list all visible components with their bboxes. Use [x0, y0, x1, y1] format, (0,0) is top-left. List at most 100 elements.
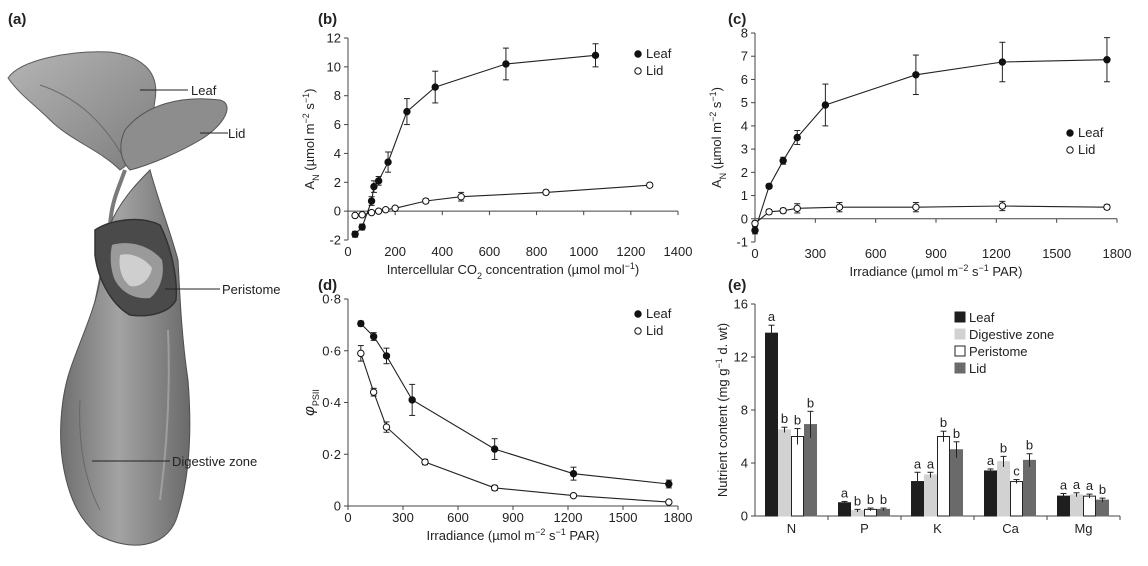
y-axis-label-text: (µmol m	[302, 124, 317, 175]
significance-letter: a	[914, 456, 922, 471]
panel-label-b: (b)	[318, 11, 337, 28]
significance-letter: b	[1026, 438, 1033, 453]
y-tick-label: 10	[327, 59, 341, 74]
y-axis-label-text: φ	[301, 406, 318, 416]
significance-letter: b	[1099, 482, 1106, 497]
x-tick-label: Mg	[1074, 521, 1092, 536]
x-axis-label-text: concentration (µmol mol	[482, 262, 625, 277]
y-tick-label: 8	[334, 88, 341, 103]
series-lid	[751, 200, 1111, 228]
x-tick-label: P	[860, 521, 869, 536]
data-point	[374, 207, 383, 215]
y-tick-label: 0·2	[322, 447, 341, 462]
significance-letter: b	[807, 395, 814, 410]
bar	[778, 429, 791, 517]
y-axis-label-sup: −2	[708, 112, 718, 122]
x-tick-label: 1500	[1042, 246, 1071, 261]
significance-letter: a	[1060, 477, 1068, 492]
data-point	[431, 83, 439, 91]
x-tick-label: 1000	[569, 244, 598, 259]
significance-letter: b	[781, 411, 788, 426]
series-line	[754, 205, 1107, 224]
panel-label-d: (d)	[318, 277, 337, 294]
y-axis-label-text: Nutrient content (mg g	[715, 369, 730, 498]
x-tick-label: 600	[479, 244, 501, 259]
x-axis-label-sup: −1	[625, 261, 635, 271]
x-tick-label: 1500	[609, 510, 638, 525]
y-axis-label-text: d. wt)	[715, 323, 730, 358]
x-tick-label: 300	[392, 510, 414, 525]
data-point	[490, 484, 499, 492]
bar	[984, 470, 997, 517]
y-axis-label-sup: −1	[714, 358, 724, 368]
x-tick-label: Ca	[1002, 521, 1019, 536]
data-point	[357, 319, 365, 328]
x-tick-label: N	[787, 521, 796, 536]
x-tick-label: 600	[447, 510, 469, 525]
y-axis-label-sup: −1	[301, 93, 311, 103]
annotation-lid: Lid	[228, 126, 245, 141]
y-axis-label-text: (µmol m	[709, 122, 724, 173]
data-point	[542, 188, 550, 197]
y-tick-label: 12	[734, 350, 748, 365]
y-tick-label: 16	[734, 297, 748, 312]
y-tick-label: 0	[334, 204, 341, 219]
significance-letter: a	[1073, 477, 1081, 492]
data-point	[408, 396, 416, 404]
y-tick-label: 4	[334, 146, 341, 161]
x-tick-label: K	[933, 521, 942, 536]
annotation-peristome: Peristome	[222, 282, 281, 297]
x-tick-label: 900	[502, 510, 524, 525]
data-point	[912, 71, 920, 79]
y-axis-label-sup: −1	[708, 91, 718, 101]
x-axis-label: Irradiance (µmol m−2 s−1 PAR)	[426, 527, 599, 543]
pitcher-photo: Leaf Lid Peristome Digestive zone	[7, 51, 281, 546]
x-axis-label-sup: −1	[556, 527, 566, 537]
legend-label: Peristome	[969, 344, 1028, 359]
data-point	[793, 204, 801, 213]
data-point	[1103, 56, 1111, 64]
y-tick-label: 4	[741, 118, 748, 133]
photo-annotation-digestive-zone: Digestive zone	[92, 454, 257, 469]
y-tick-label: 2	[334, 175, 341, 190]
legend-label: Lid	[1078, 142, 1095, 157]
data-point	[569, 469, 578, 478]
y-tick-label: 7	[741, 49, 748, 64]
legend-marker	[634, 67, 642, 75]
legend-label: Lid	[646, 63, 663, 78]
bar	[924, 474, 937, 517]
x-tick-label: 800	[526, 244, 548, 259]
legend-swatch	[954, 311, 966, 323]
legend-marker	[634, 327, 642, 335]
legend-swatch	[954, 362, 966, 374]
data-point	[357, 349, 365, 358]
y-tick-label: 6	[741, 72, 748, 87]
x-tick-label: 1200	[616, 244, 645, 259]
x-axis-label-text: PAR)	[989, 264, 1023, 279]
x-tick-label: 1200	[982, 246, 1011, 261]
data-point	[358, 211, 366, 219]
legend-label: Lid	[969, 361, 986, 376]
y-tick-label: 12	[327, 31, 341, 46]
data-point	[358, 223, 366, 231]
data-point	[367, 208, 376, 217]
x-axis-label-text: Irradiance (µmol m	[849, 264, 958, 279]
data-point	[751, 226, 759, 235]
data-point	[382, 423, 391, 431]
data-point	[369, 332, 378, 341]
y-tick-label: 0·4	[322, 395, 341, 410]
data-point	[369, 388, 378, 396]
data-point	[1103, 203, 1111, 211]
pitcher-lid-shape	[120, 98, 228, 171]
data-point	[351, 211, 359, 220]
legend-label: Digestive zone	[969, 327, 1054, 342]
legend-label: Lid	[646, 323, 663, 338]
data-point	[793, 133, 801, 142]
y-tick-label: 3	[741, 142, 748, 157]
bar	[791, 436, 804, 517]
y-axis-label-text: )	[302, 89, 317, 93]
series-line	[360, 323, 669, 485]
